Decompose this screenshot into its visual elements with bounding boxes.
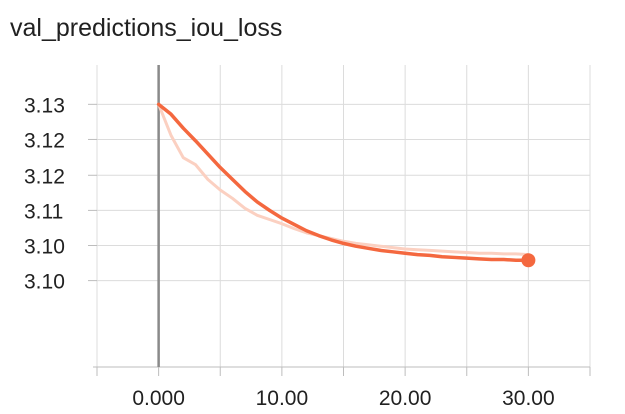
- grid: [96, 65, 591, 367]
- x-tick-label: 10.00: [256, 387, 309, 410]
- x-tick-label: 0.000: [132, 387, 185, 410]
- x-tick-labels: 0.000 10.00 20.00 30.00: [132, 387, 554, 410]
- series-group: [156, 102, 531, 262]
- y-tick-label: 3.10: [24, 235, 65, 258]
- y-tick-label: 3.10: [24, 271, 65, 294]
- y-tick-label: 3.11: [24, 200, 63, 223]
- chart-title: val_predictions_iou_loss: [10, 14, 283, 42]
- x-tick-label: 30.00: [502, 387, 555, 410]
- y-tick-labels: 3.13 3.12 3.12 3.11 3.10 3.10: [24, 94, 65, 293]
- smoothed-series-line: [156, 102, 531, 262]
- y-tick-label: 3.13: [24, 94, 65, 117]
- markers: [521, 253, 536, 268]
- y-tick-label: 3.12: [24, 129, 65, 152]
- series-end-point: [521, 253, 536, 268]
- x-tick-label: 20.00: [379, 387, 432, 410]
- raw-series-line: [157, 102, 530, 257]
- axes: [88, 65, 591, 376]
- y-tick-label: 3.12: [24, 165, 65, 188]
